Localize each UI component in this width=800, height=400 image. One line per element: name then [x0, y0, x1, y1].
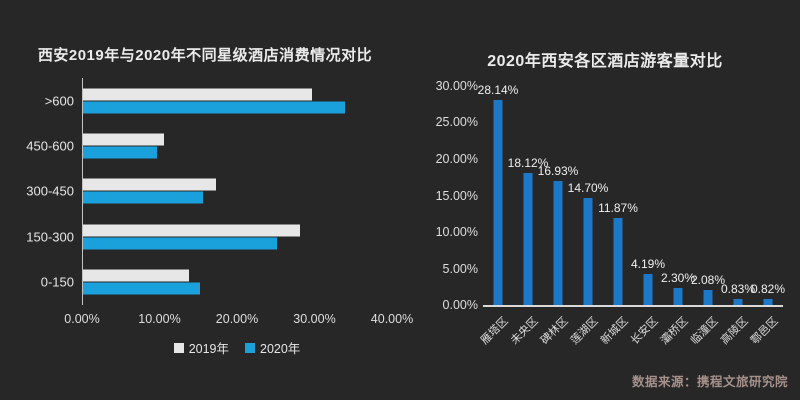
bar — [493, 99, 503, 305]
legend-item: 2019年 — [173, 338, 229, 357]
bar — [703, 289, 713, 305]
bar — [673, 288, 683, 305]
district-visitors-chart: 2020年西安各区酒店游客量对比 30.00% 25.00% 20.00% 15.00… — [410, 0, 800, 400]
district-label: 莲湖区 — [568, 315, 601, 347]
bar — [763, 299, 773, 305]
right-chart-plot: 28.14% 18.12% 16.93% 14.70% 11.87% 4.19% 2.30%… — [478, 83, 786, 307]
district-label: 灞桥区 — [658, 315, 691, 347]
legend-swatch — [173, 342, 184, 353]
right-chart-title: 2020年西安各区酒店游客量对比 — [487, 53, 723, 70]
bar — [733, 298, 743, 305]
bar-2019 — [83, 88, 312, 101]
legend-swatch — [245, 342, 255, 353]
data-label: 2.08% — [690, 272, 726, 287]
data-label: 0.83% — [720, 281, 756, 296]
y-tick-label: 30.00% — [435, 79, 478, 93]
left-chart-x-axis: 0.00% 10.00% 20.00% 30.00% 40.00% — [64, 312, 413, 326]
bar-slot: 11.87% — [598, 86, 638, 305]
hotel-consumption-chart: 西安2019年与2020年不同星级酒店消费情况对比 >600 450-600 300… — [26, 47, 413, 357]
left-chart-title: 西安2019年与2020年不同星级酒店消费情况对比 — [37, 47, 373, 64]
x-tick-label: 10.00% — [138, 312, 181, 326]
legend-item: 2020年 — [245, 338, 300, 357]
district-label: 鄠邑区 — [748, 315, 781, 347]
district-label: 雁塔区 — [478, 315, 511, 347]
category-label: 300-450 — [26, 183, 74, 199]
bar-pair — [83, 88, 393, 114]
bar — [523, 172, 533, 305]
bar — [613, 218, 623, 305]
bar — [583, 197, 593, 305]
data-label: 14.70% — [567, 180, 609, 195]
bar-pair — [83, 133, 393, 159]
data-label: 2.30% — [660, 271, 696, 286]
y-tick-label: 15.00% — [435, 188, 478, 203]
category-row: 300-450 — [26, 169, 393, 214]
category-label: 150-300 — [26, 229, 74, 245]
bar-slot: 16.93% — [538, 86, 578, 305]
bar-pair — [83, 269, 393, 295]
district-label: 新城区 — [598, 315, 631, 347]
data-source-note: 数据来源：携程文旅研究院 — [631, 375, 788, 389]
category-label: 450-600 — [26, 138, 74, 154]
data-label: 0.82% — [750, 282, 786, 297]
category-label: >600 — [44, 93, 74, 109]
bar-pair — [83, 178, 393, 204]
bar — [643, 274, 653, 305]
bar-slot: 2.08% — [690, 86, 726, 305]
bar-pair — [83, 224, 393, 250]
y-tick-label: 5.00% — [442, 261, 478, 276]
bar-slot: 2.30% — [660, 86, 696, 305]
x-tick-label: 40.00% — [370, 312, 414, 326]
data-label: 28.14% — [477, 82, 519, 97]
legend-label: 2020年 — [260, 342, 301, 356]
data-label: 18.12% — [507, 155, 549, 170]
district-label: 未央区 — [508, 315, 541, 347]
y-tick-label: 0.00% — [442, 298, 478, 312]
x-tick-label: 30.00% — [293, 312, 336, 326]
bar-slot: 4.19% — [630, 86, 666, 305]
category-row: 150-300 — [26, 214, 393, 259]
y-tick-label: 25.00% — [435, 115, 478, 130]
bar-2019 — [83, 133, 164, 146]
left-chart-plot: >600 450-600 300-450 150-300 0-150 — [26, 78, 393, 305]
right-chart-y-axis: 30.00% 25.00% 20.00% 15.00% 10.00% 5.00% 0.00% — [410, 79, 478, 312]
category-row: 450-600 — [26, 123, 393, 168]
y-tick-label: 10.00% — [435, 224, 478, 239]
x-tick-label: 20.00% — [215, 312, 259, 326]
bar-2020 — [83, 282, 201, 295]
bar-2020 — [83, 237, 277, 250]
legend-label: 2019年 — [188, 342, 229, 356]
bar-2020 — [83, 146, 157, 159]
data-label: 16.93% — [537, 164, 579, 179]
bar-2019 — [83, 269, 190, 282]
district-label: 高陵区 — [718, 315, 751, 347]
bar-slot: 0.83% — [720, 86, 756, 305]
left-chart-legend: 2019年 2020年 — [82, 338, 392, 357]
district-label: 碑林区 — [538, 315, 571, 347]
bar-slot: 0.82% — [750, 86, 786, 305]
bar-2019 — [83, 224, 300, 237]
x-tick-label: 0.00% — [64, 312, 100, 326]
bar-2020 — [83, 101, 345, 114]
category-row: >600 — [45, 78, 393, 123]
bar — [553, 181, 563, 305]
bar-slot: 14.70% — [568, 86, 608, 305]
bar-2020 — [83, 191, 204, 204]
y-tick-label: 20.00% — [435, 151, 478, 166]
bar-2019 — [83, 178, 216, 191]
district-label: 临潼区 — [688, 315, 721, 347]
data-label: 11.87% — [598, 201, 638, 216]
data-label: 4.19% — [630, 257, 666, 272]
category-label: 0-150 — [40, 274, 74, 290]
bar-slot: 18.12% — [508, 86, 548, 305]
bar-slot: 28.14% — [478, 83, 518, 305]
category-row: 0-150 — [41, 260, 393, 305]
district-label: 长安区 — [628, 315, 661, 347]
